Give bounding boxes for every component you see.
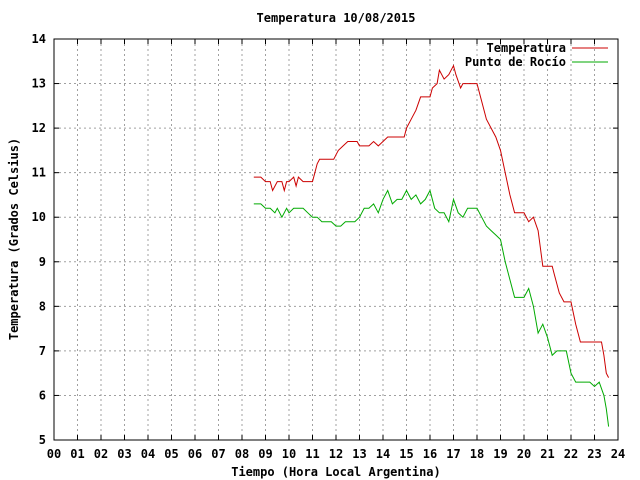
legend-label-punto-de-rocio: Punto de Rocío — [465, 55, 566, 69]
y-tick-label: 10 — [32, 210, 46, 224]
y-tick-label: 6 — [39, 388, 46, 402]
y-tick-label: 7 — [39, 344, 46, 358]
x-tick-label: 13 — [352, 447, 366, 461]
chart-title: Temperatura 10/08/2015 — [257, 11, 416, 25]
y-tick-label: 9 — [39, 255, 46, 269]
y-tick-label: 13 — [32, 77, 46, 91]
x-tick-label: 00 — [47, 447, 61, 461]
x-tick-label: 09 — [258, 447, 272, 461]
x-tick-label: 17 — [446, 447, 460, 461]
series-line-punto-de-rocio — [253, 189, 610, 427]
x-tick-label: 19 — [493, 447, 507, 461]
y-tick-label: 14 — [32, 32, 46, 46]
x-tick-label: 02 — [94, 447, 108, 461]
x-tick-label: 12 — [329, 447, 343, 461]
legend: Temperatura Punto de Rocío — [465, 41, 608, 69]
y-tick-label: 8 — [39, 299, 46, 313]
x-axis-label: Tiempo (Hora Local Argentina) — [231, 465, 441, 479]
grid-lines — [54, 39, 618, 440]
x-tick-label: 18 — [470, 447, 484, 461]
x-tick-label: 20 — [517, 447, 531, 461]
x-tick-label: 11 — [305, 447, 319, 461]
x-tick-label: 21 — [540, 447, 554, 461]
x-tick-label: 23 — [587, 447, 601, 461]
series-group — [253, 64, 610, 427]
series-line-temperatura — [253, 64, 610, 378]
y-tick-label: 12 — [32, 121, 46, 135]
x-tick-label: 15 — [399, 447, 413, 461]
y-axis-label: Temperatura (Grados Celsius) — [7, 138, 21, 340]
x-tick-label: 06 — [188, 447, 202, 461]
x-tick-label: 14 — [376, 447, 390, 461]
x-axis: 00 01 02 03 04 05 06 07 08 09 10 11 12 13 14 15 16 17 18 19… — [47, 39, 625, 461]
y-axis: 5 6 7 8 9 10 11 12 13 14 — [32, 32, 618, 447]
x-tick-label: 03 — [117, 447, 131, 461]
x-tick-label: 04 — [141, 447, 155, 461]
x-tick-label: 07 — [211, 447, 225, 461]
x-tick-label: 08 — [235, 447, 249, 461]
x-tick-label: 05 — [164, 447, 178, 461]
legend-label-temperatura: Temperatura — [487, 41, 566, 55]
x-tick-label: 16 — [423, 447, 437, 461]
x-tick-label: 22 — [564, 447, 578, 461]
y-tick-label: 11 — [32, 166, 46, 180]
x-tick-label: 24 — [611, 447, 625, 461]
x-tick-label: 10 — [282, 447, 296, 461]
x-tick-label: 01 — [70, 447, 84, 461]
y-tick-label: 5 — [39, 433, 46, 447]
